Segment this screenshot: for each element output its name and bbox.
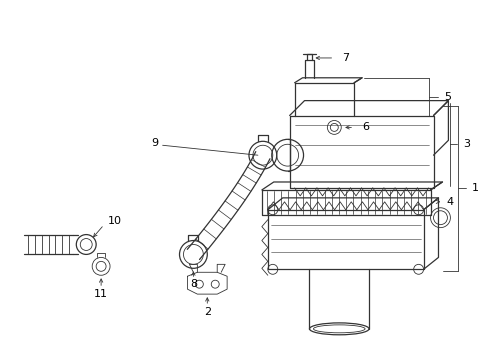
Text: 10: 10 xyxy=(108,216,122,226)
Text: 9: 9 xyxy=(151,138,158,148)
Text: 5: 5 xyxy=(444,92,450,102)
Text: 2: 2 xyxy=(203,307,210,317)
Text: 3: 3 xyxy=(462,139,469,149)
Text: 6: 6 xyxy=(361,122,368,132)
Text: 4: 4 xyxy=(446,197,453,207)
Text: 8: 8 xyxy=(189,279,197,289)
Text: 11: 11 xyxy=(94,289,108,299)
Text: 1: 1 xyxy=(471,183,478,193)
Text: 7: 7 xyxy=(342,53,348,63)
